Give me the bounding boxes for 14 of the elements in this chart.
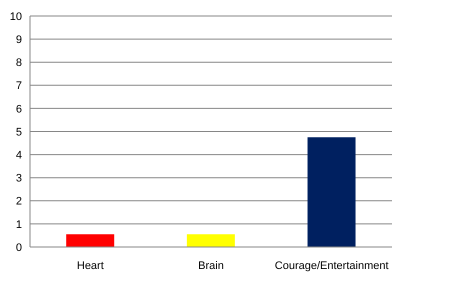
y-tick-label: 0 (16, 242, 22, 254)
y-tick-label: 10 (10, 10, 22, 23)
y-tick-label: 6 (16, 103, 22, 116)
y-tick-label: 3 (16, 172, 22, 185)
y-tick-label: 8 (16, 57, 22, 70)
x-tick-label: Brain (198, 260, 224, 272)
y-tick-label: 1 (16, 218, 22, 231)
y-tick-label: 7 (16, 80, 22, 92)
y-tick-label: 5 (16, 126, 22, 138)
x-tick-label: Heart (76, 260, 104, 272)
y-tick-label: 4 (16, 150, 22, 162)
y-tick-label: 2 (16, 196, 22, 208)
y-tick-label: 9 (16, 34, 22, 46)
x-tick-label: Courage/Entertainment (274, 260, 389, 272)
